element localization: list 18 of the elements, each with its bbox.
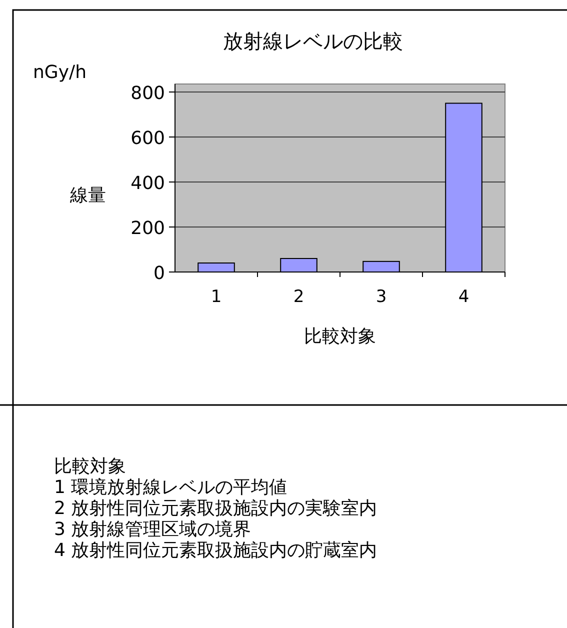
x-tick-label: 2: [293, 287, 304, 307]
y-tick-label: 400: [130, 173, 165, 194]
y-tick-label: 200: [130, 218, 165, 239]
text: 3 放射線管理区域の境界: [54, 519, 252, 540]
text: 4 放射性同位元素取扱施設内の貯蔵室内: [54, 540, 378, 561]
y-tick-label: 0: [154, 263, 165, 284]
x-tick-label: 4: [458, 287, 470, 307]
chart-title: 放射線レベルの比較: [223, 29, 403, 53]
y-axis-title: 線量: [69, 185, 106, 206]
y-tick-label: 600: [130, 128, 165, 149]
text: 比較対象: [54, 456, 126, 477]
text: 1 環境放射線レベルの平均値: [54, 477, 288, 498]
x-axis-title: 比較対象: [304, 326, 376, 347]
text: 2 放射性同位元素取扱施設内の実験室内: [54, 498, 378, 519]
y-tick-label: 800: [130, 83, 165, 104]
text: nGy/h: [33, 62, 86, 83]
x-tick-label: 1: [210, 287, 222, 307]
x-tick-label: 3: [376, 287, 387, 307]
